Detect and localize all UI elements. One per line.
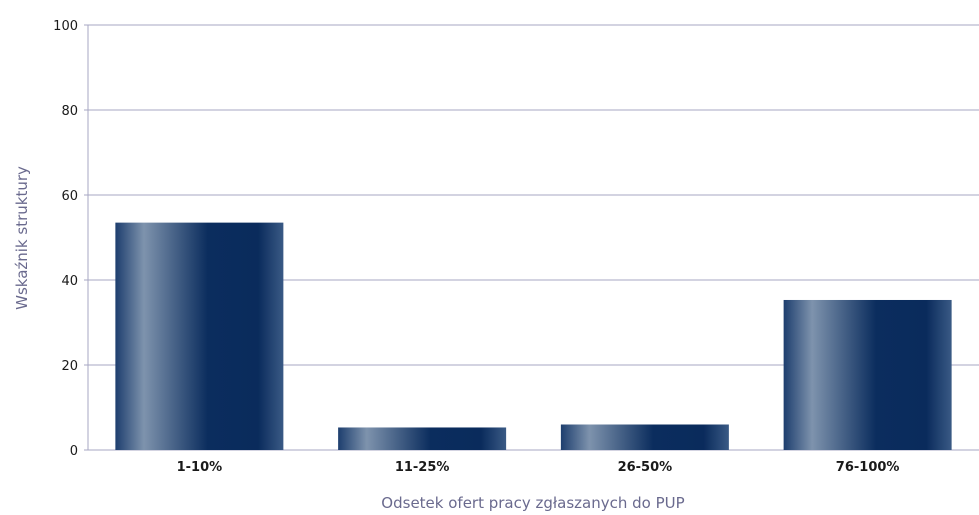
y-axis-title: Wskaźnik struktury (13, 166, 31, 310)
x-tick-label: 26-50% (618, 460, 673, 475)
bar-4 (783, 299, 952, 450)
x-axis-title: Odsetek ofert pracy zgłaszanych do PUP (381, 494, 684, 512)
y-tick-label: 0 (70, 444, 78, 459)
bar-2 (338, 427, 507, 450)
y-tick-label: 60 (61, 189, 78, 204)
bars (115, 222, 952, 450)
x-tick-label: 11-25% (395, 460, 450, 475)
y-tick-label: 20 (61, 359, 78, 374)
y-axis-ticks: 0 20 40 60 80 100 (53, 19, 88, 459)
bar-1 (115, 222, 284, 450)
bar-3 (560, 424, 729, 450)
y-tick-label: 40 (61, 274, 78, 289)
x-tick-label: 76-100% (836, 460, 900, 475)
x-axis-labels: 1-10% 11-25% 26-50% 76-100% (177, 460, 900, 475)
y-tick-label: 100 (53, 19, 78, 34)
x-tick-label: 1-10% (177, 460, 223, 475)
y-tick-label: 80 (61, 104, 78, 119)
